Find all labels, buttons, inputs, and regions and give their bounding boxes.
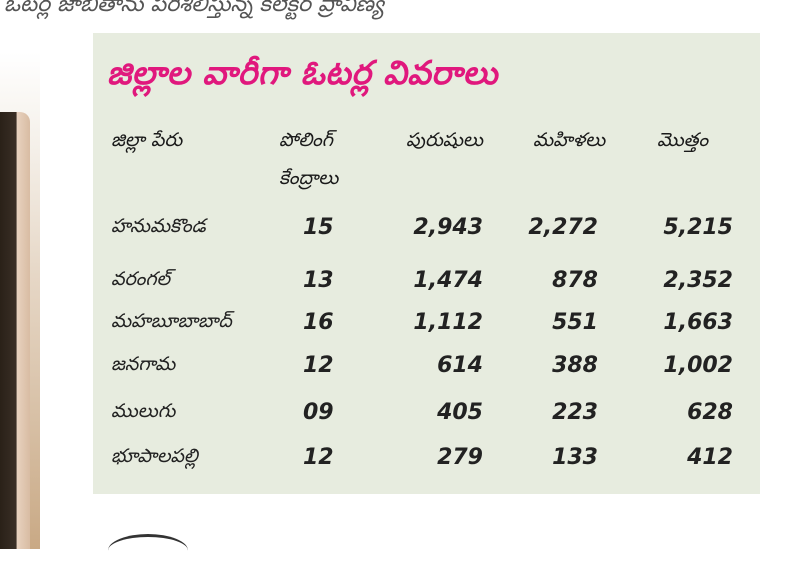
header-women: మహిళలు	[533, 129, 606, 151]
total-count: 2,352	[663, 268, 733, 293]
women-count: 388	[552, 353, 598, 378]
men-count: 614	[437, 353, 483, 378]
voter-details-table: జిల్లాల వారీగా ఓటర్ల వివరాలు జిల్లా పేరు…	[93, 33, 760, 494]
men-count: 405	[437, 400, 483, 425]
polling-count: 09	[303, 400, 334, 425]
collector-photo	[0, 52, 40, 549]
men-count: 2,943	[413, 215, 483, 240]
photo-caption: ఓటర్ల జాబితాను పరిశీలిస్తున్న కలెక్టర్ ప…	[4, 0, 384, 17]
men-count: 279	[437, 445, 483, 470]
table-row: హనుమకొండ 15 2,943 2,272 5,215	[93, 215, 760, 251]
district-name: జనగామ	[111, 353, 176, 375]
district-name: ములుగు	[111, 400, 176, 422]
header-district: జిల్లా పేరు	[111, 129, 183, 151]
district-name: హనుమకొండ	[111, 215, 206, 237]
polling-count: 16	[303, 310, 334, 335]
women-count: 551	[552, 310, 598, 335]
women-count: 878	[552, 268, 598, 293]
header-polling-line2: కేంద్రాలు	[279, 167, 339, 189]
total-count: 1,002	[663, 353, 733, 378]
men-count: 1,112	[413, 310, 483, 335]
district-name: మహబూబాబాద్	[111, 310, 232, 332]
polling-count: 13	[303, 268, 334, 293]
header-total: మొత్తం	[657, 129, 709, 151]
total-count: 1,663	[663, 310, 733, 335]
table-title: జిల్లాల వారీగా ఓటర్ల వివరాలు	[107, 53, 498, 92]
total-count: 628	[687, 400, 733, 425]
table-row: భూపాలపల్లి 12 279 133 412	[93, 445, 760, 481]
women-count: 133	[552, 445, 598, 470]
photo-caption-strip: ఓటర్ల జాబితాను పరిశీలిస్తున్న కలెక్టర్ ప…	[0, 0, 800, 26]
men-count: 1,474	[413, 268, 483, 293]
header-polling-line1: పోలింగ్	[279, 129, 333, 151]
photo-person-figure	[0, 112, 30, 549]
table-row: మహబూబాబాద్ 16 1,112 551 1,663	[93, 310, 760, 346]
table-row: ములుగు 09 405 223 628	[93, 400, 760, 436]
total-count: 412	[687, 445, 733, 470]
next-photo-edge	[108, 534, 188, 567]
district-name: వరంగల్	[111, 268, 170, 290]
district-name: భూపాలపల్లి	[111, 445, 198, 467]
polling-count: 12	[303, 445, 334, 470]
total-count: 5,215	[663, 215, 733, 240]
women-count: 223	[552, 400, 598, 425]
table-row: జనగామ 12 614 388 1,002	[93, 353, 760, 389]
polling-count: 15	[303, 215, 334, 240]
women-count: 2,272	[528, 215, 598, 240]
header-men: పురుషులు	[406, 129, 483, 151]
polling-count: 12	[303, 353, 334, 378]
table-row: వరంగల్ 13 1,474 878 2,352	[93, 268, 760, 304]
